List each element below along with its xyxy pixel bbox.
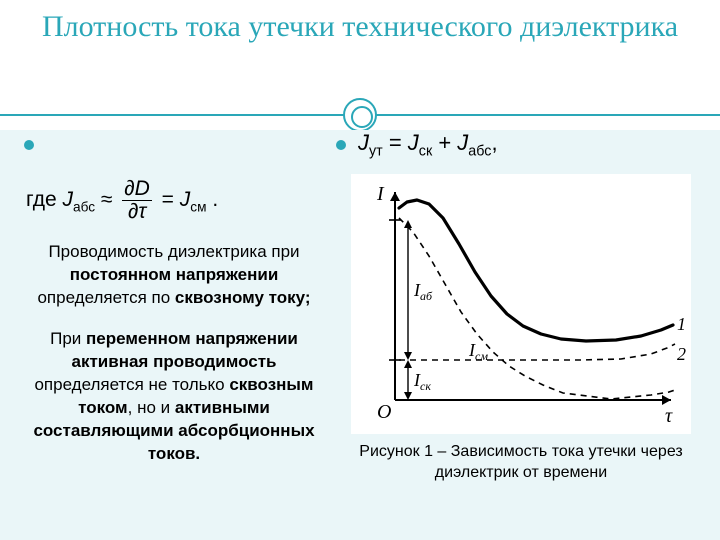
left-bullet-empty xyxy=(24,130,324,156)
p2-t2: определяется не только xyxy=(34,375,229,394)
divider-ring-icon xyxy=(343,98,377,132)
p2-t3: , но и xyxy=(128,398,175,417)
p1-b1: постоянном напряжении xyxy=(70,265,279,284)
where-Jsm: J xyxy=(180,188,191,211)
slide: Плотность тока утечки технического диэле… xyxy=(0,0,720,540)
svg-text:2: 2 xyxy=(677,344,686,364)
where-approx: ≈ xyxy=(101,188,118,211)
right-column: Jут = Jск + Jабс, OIτIабIскIсм12 Рисунок… xyxy=(336,130,706,169)
p2-b3: активными составляющими абсорбционных то… xyxy=(33,398,314,463)
svg-text:Iсм: Iсм xyxy=(468,340,488,363)
title-divider xyxy=(0,98,720,132)
eq-eq: = xyxy=(389,130,408,155)
svg-text:Iаб: Iаб xyxy=(413,280,433,303)
eq-J1: J xyxy=(358,130,369,155)
svg-text:I: I xyxy=(376,183,385,205)
p1-b2: сквозному току; xyxy=(175,288,311,307)
svg-text:Iск: Iск xyxy=(413,370,431,393)
left-column: где Jабс ≈ ∂D ∂τ = Jсм . Проводимость ди… xyxy=(24,130,324,484)
para-ac: При переменном напряжении активная прово… xyxy=(24,328,324,466)
where-J: J xyxy=(62,188,73,211)
right-bullet-equation: Jут = Jск + Jабс, xyxy=(336,130,706,159)
equation-jut: Jут = Jск + Jабс, xyxy=(358,130,498,159)
eq-sub-abs: абс xyxy=(468,143,491,159)
where-Jsm-sub: см xyxy=(190,199,206,214)
where-fraction: ∂D ∂τ xyxy=(122,178,152,223)
p2-b1: переменном напряжении активная проводимо… xyxy=(72,329,298,371)
formula-where: где Jабс ≈ ∂D ∂τ = Jсм . xyxy=(26,178,324,223)
body-area: где Jабс ≈ ∂D ∂τ = Jсм . Проводимость ди… xyxy=(0,130,720,540)
where-J-sub: абс xyxy=(73,199,95,214)
bullet-dot-icon xyxy=(336,140,346,150)
where-period: . xyxy=(212,188,218,211)
eq-J2: J xyxy=(408,130,419,155)
left-bullet-spacer xyxy=(42,130,48,156)
p2-t1: При xyxy=(50,329,86,348)
eq-J3: J xyxy=(457,130,468,155)
leakage-current-chart: O Iτ Iаб Iск Iсм 1 2 xyxy=(351,174,691,434)
chart-caption: Рисунок 1 – Зависимость тока утечки чере… xyxy=(346,442,696,484)
eq-sub-ut: ут xyxy=(369,143,383,159)
svg-text:O: O xyxy=(377,401,391,423)
where-eq: = xyxy=(162,188,180,211)
eq-comma: , xyxy=(491,130,497,155)
frac-den: ∂τ xyxy=(122,201,152,223)
svg-text:τ: τ xyxy=(665,405,673,427)
bullet-dot-icon xyxy=(24,140,34,150)
where-prefix: где xyxy=(26,188,62,211)
p1-t2: определяется по xyxy=(37,288,174,307)
svg-text:1: 1 xyxy=(677,314,686,334)
eq-plus: + xyxy=(438,130,457,155)
slide-title: Плотность тока утечки технического диэле… xyxy=(0,0,720,46)
frac-num: ∂D xyxy=(122,178,152,201)
para-dc: Проводимость диэлектрика при постоянном … xyxy=(24,241,324,310)
eq-sub-sk: ск xyxy=(419,143,432,159)
p1-t1: Проводимость диэлектрика при xyxy=(48,242,299,261)
